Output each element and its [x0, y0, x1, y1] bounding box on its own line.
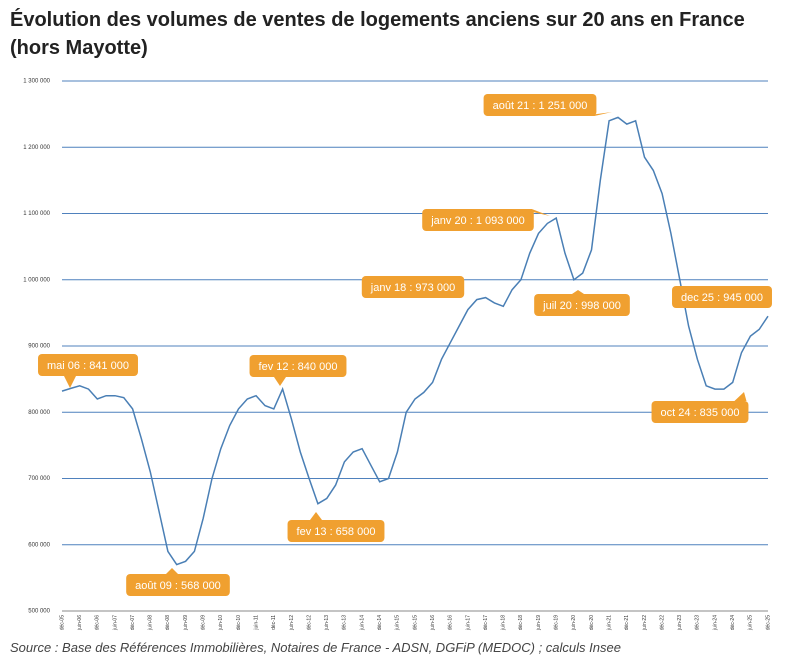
x-tick-label: juin-20: [571, 615, 577, 631]
callout-pointer: [734, 392, 747, 401]
x-tick-label: déc-11: [271, 615, 277, 630]
x-tick-label: déc-15: [412, 615, 418, 631]
x-tick-label: déc-09: [201, 615, 207, 631]
callout: août 21 : 1 251 000: [483, 94, 612, 116]
x-tick-label: juin-15: [395, 615, 401, 631]
data-line: [61, 116, 769, 566]
callout-label: août 09 : 568 000: [135, 580, 221, 592]
y-tick-label: 1 000 000: [23, 277, 50, 283]
callout-box: [672, 286, 772, 308]
x-tick-label: juin-21: [606, 615, 612, 631]
x-tick-label: déc-12: [306, 615, 312, 631]
x-tick-label: déc-17: [483, 615, 489, 631]
callout-label: août 21 : 1 251 000: [493, 100, 588, 112]
y-tick-label: 800 000: [28, 410, 50, 416]
x-tick-label: juin-10: [218, 615, 224, 631]
callout: oct 24 : 835 000: [651, 392, 749, 423]
x-tick-label: déc-07: [130, 615, 136, 631]
x-tick-label: juin-18: [501, 615, 507, 631]
x-tick-label: déc-14: [377, 615, 383, 631]
y-tick-label: 900 000: [28, 344, 50, 350]
callout: janv 18 : 973 000: [361, 276, 465, 298]
chart-title: Évolution des volumes de ventes de logem…: [10, 9, 745, 59]
callout-box: [38, 354, 138, 376]
x-tick-label: déc-19: [554, 615, 560, 631]
callout-label: janv 20 : 1 093 000: [430, 215, 525, 227]
x-tick-label: juin-23: [677, 615, 683, 631]
callout-box: [422, 209, 534, 231]
x-tick-label: juin-25: [748, 615, 754, 631]
callout-box: [651, 401, 749, 423]
x-tick-label: juin-12: [289, 615, 295, 631]
y-tick-label: 500 000: [28, 609, 50, 615]
callout-pointer: [274, 377, 286, 386]
x-tick-label: juin-13: [324, 615, 330, 631]
callout-box: [361, 276, 465, 298]
callout-label: dec 25 : 945 000: [681, 292, 763, 304]
x-tick-label: juin-17: [465, 615, 471, 631]
callout-box: [249, 355, 347, 377]
x-tick-label: déc-05: [59, 615, 65, 631]
callout-box: [534, 294, 630, 316]
y-tick-label: 1 300 000: [23, 79, 50, 85]
callout-box: [287, 520, 385, 542]
callout: juil 20 : 998 000: [534, 290, 630, 316]
x-tick-label: juin-22: [642, 615, 648, 631]
y-tick-label: 700 000: [28, 476, 50, 482]
callout: mai 06 : 841 000: [38, 354, 138, 388]
x-tick-label: déc-06: [95, 615, 101, 631]
callout-label: oct 24 : 835 000: [661, 407, 740, 419]
x-tick-label: juin-11: [253, 615, 259, 631]
callout-pointer: [64, 376, 76, 388]
callout-label: mai 06 : 841 000: [47, 360, 129, 372]
x-tick-label: déc-24: [730, 615, 736, 631]
callout-box: [126, 574, 230, 596]
x-tick-label: juin-06: [77, 615, 83, 631]
x-tick-label: juin-14: [359, 615, 365, 631]
callout-label: juil 20 : 998 000: [542, 300, 621, 312]
callout: janv 20 : 1 093 000: [422, 209, 550, 231]
x-tick-label: déc-13: [342, 615, 348, 631]
x-tick-label: déc-08: [165, 615, 171, 631]
y-tick-label: 600 000: [28, 542, 50, 548]
x-tick-label: juin-09: [183, 615, 189, 631]
x-tick-label: déc-10: [236, 615, 242, 631]
x-tick-label: déc-16: [448, 615, 454, 631]
callout: fev 13 : 658 000: [287, 512, 385, 542]
callout-box: [483, 94, 597, 116]
y-tick-label: 1 200 000: [23, 145, 50, 151]
x-tick-label: déc-18: [518, 615, 524, 631]
callout-label: janv 18 : 973 000: [370, 282, 455, 294]
x-tick-label: juin-24: [712, 615, 718, 631]
x-tick-label: déc-25: [765, 615, 771, 631]
callout-pointer: [166, 568, 178, 574]
x-tick-label: juin-08: [148, 615, 154, 631]
y-tick-label: 1 100 000: [23, 211, 50, 217]
callout-label: fev 12 : 840 000: [259, 361, 338, 373]
callout-pointer: [310, 512, 322, 520]
x-tick-label: juin-19: [536, 615, 542, 631]
callout-pointer: [582, 112, 612, 116]
x-tick-label: juin-07: [112, 615, 118, 631]
x-tick-label: déc-20: [589, 615, 595, 631]
x-tick-label: juin-16: [430, 615, 436, 631]
callout: août 09 : 568 000: [126, 568, 230, 596]
callout-label: fev 13 : 658 000: [297, 526, 376, 538]
x-tick-label: déc-23: [695, 615, 701, 631]
callout: dec 25 : 945 000: [672, 286, 772, 308]
callout-pointer: [519, 209, 550, 216]
callout-pointer: [572, 290, 584, 294]
x-tick-label: déc-22: [659, 615, 665, 631]
x-tick-label: déc-21: [624, 615, 630, 631]
source-note: Source : Base des Références Immobilière…: [10, 640, 621, 655]
callout: fev 12 : 840 000: [249, 355, 347, 386]
